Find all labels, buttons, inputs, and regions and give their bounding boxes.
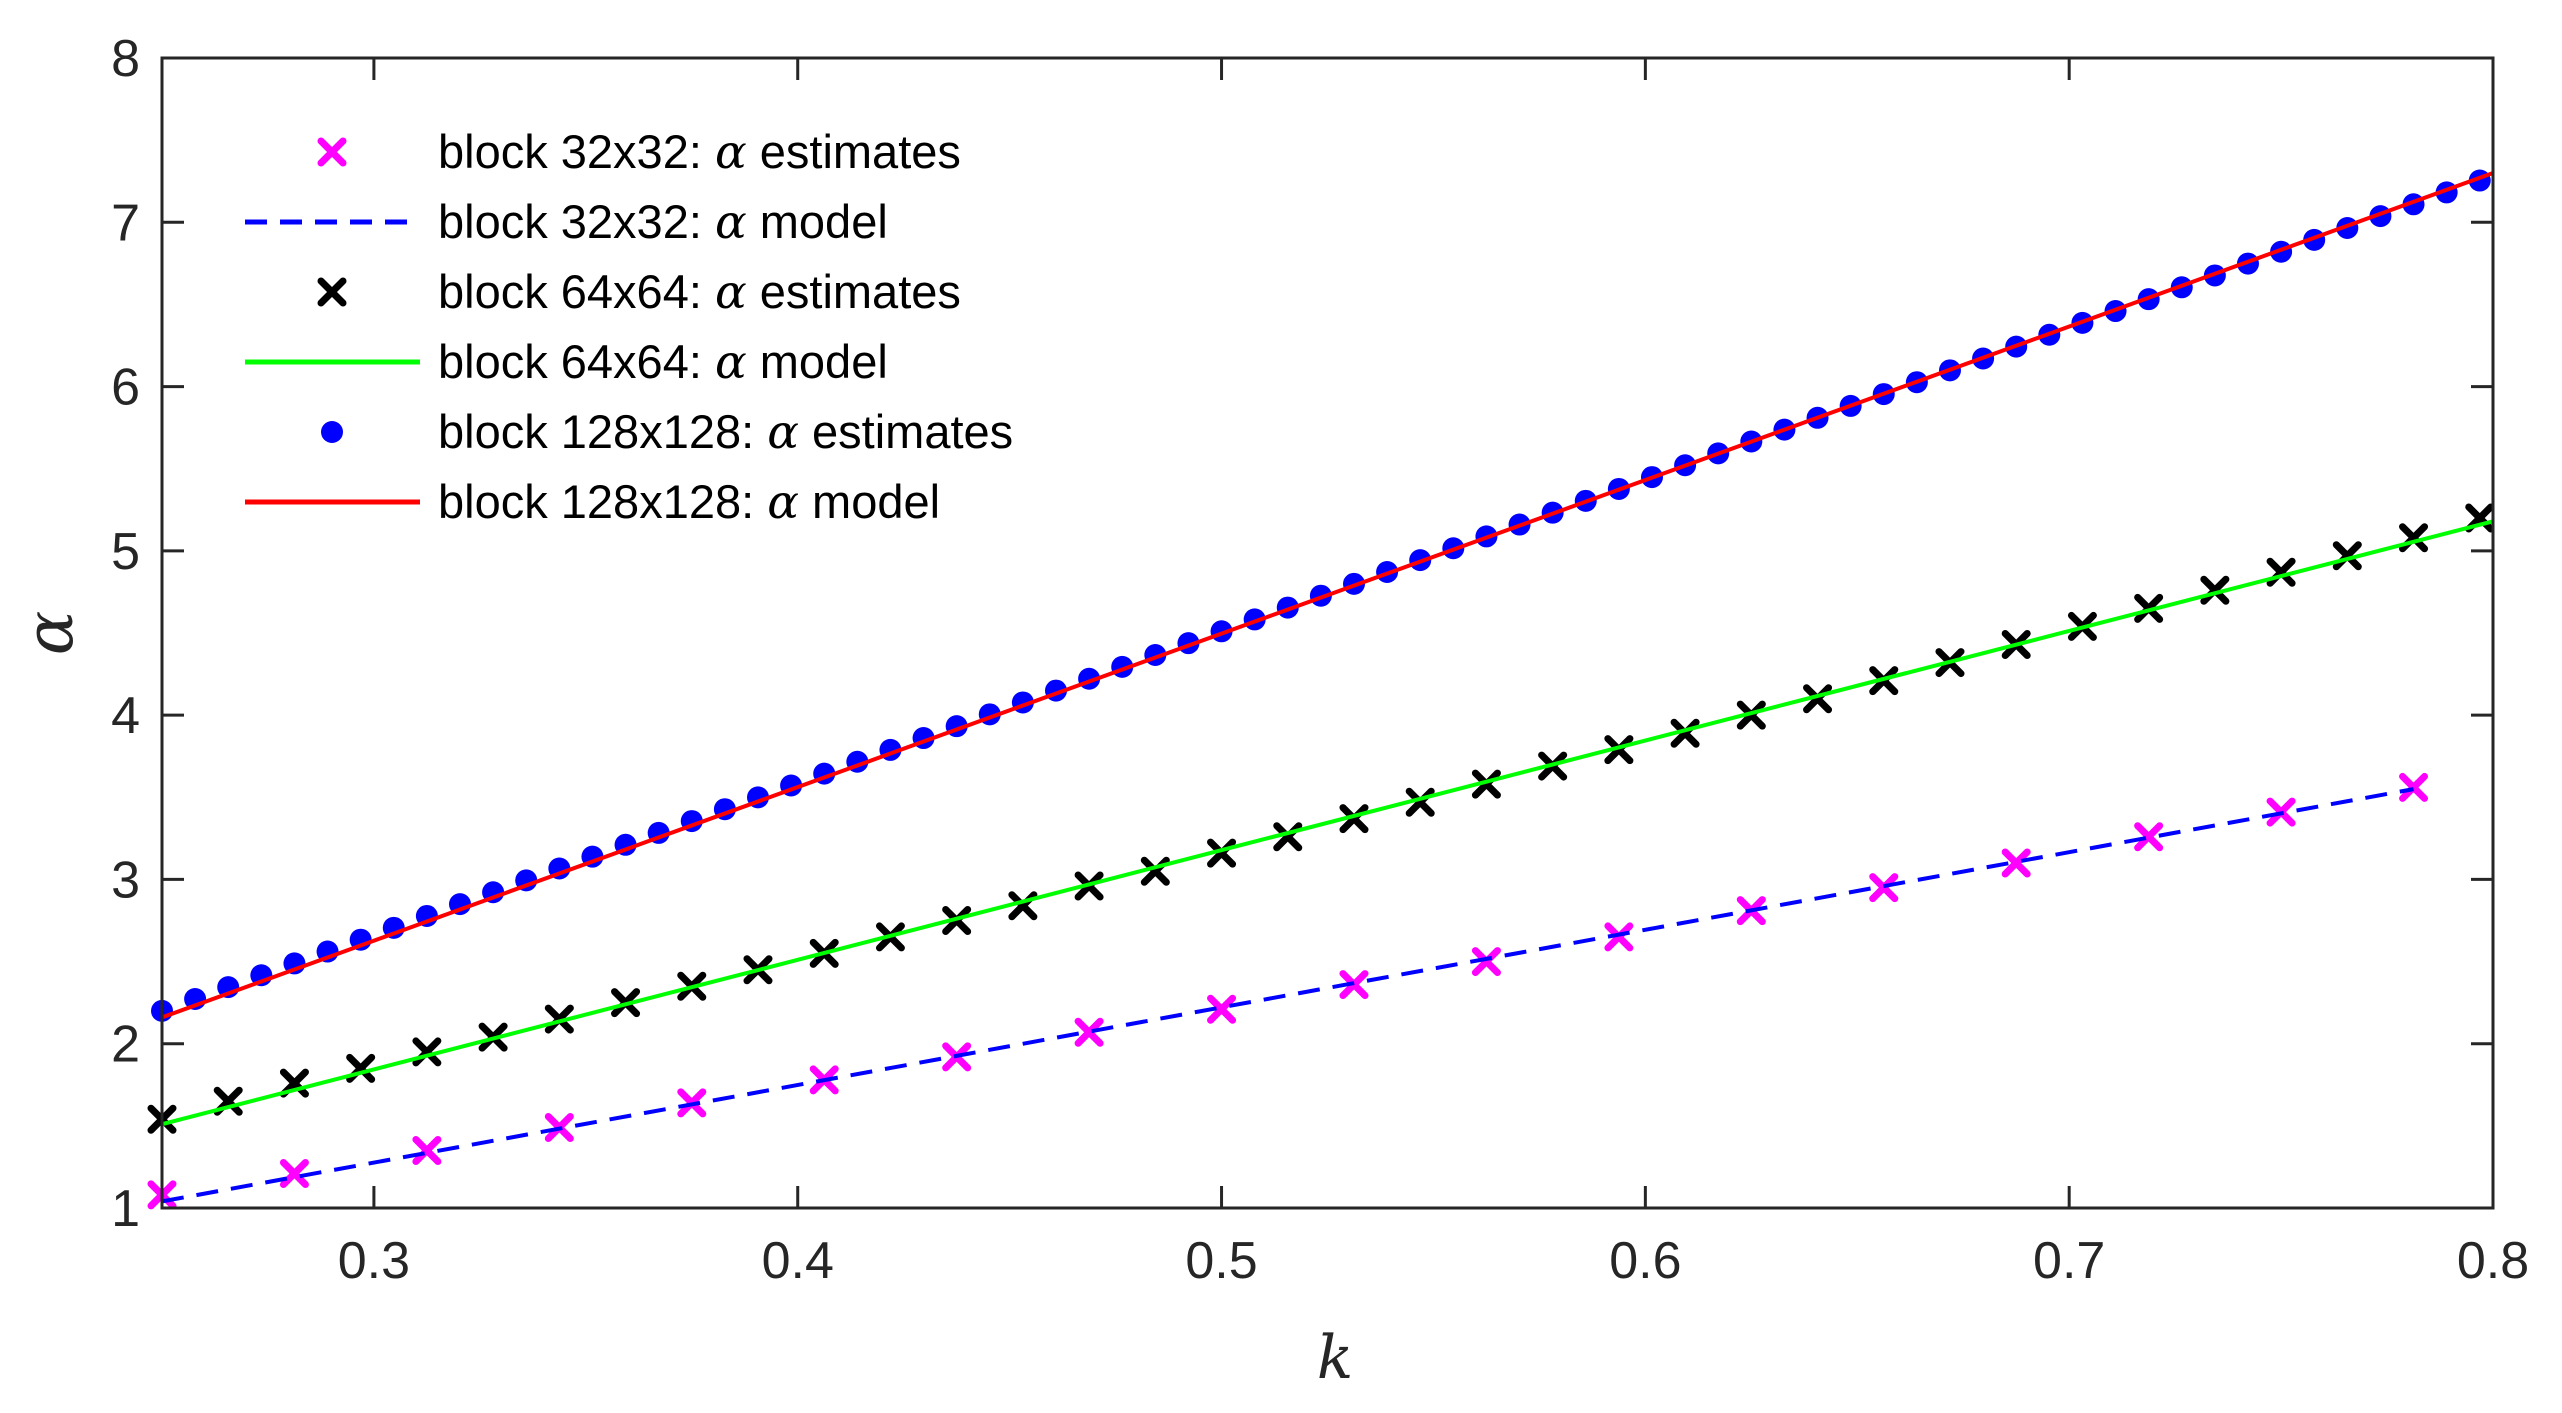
legend-label-suffix: estimates [747, 125, 961, 178]
x-marker-stroke [2134, 822, 2164, 852]
x-axis-title: k [1317, 1323, 1353, 1393]
data-point-x [1074, 1017, 1104, 1047]
data-point-x [1604, 922, 1634, 952]
legend-label-suffix: model [747, 335, 888, 388]
x-marker-stroke [1471, 947, 1501, 977]
legend-label-prefix: block 128x128: [438, 405, 767, 458]
data-point-x [2399, 772, 2429, 802]
legend-label-prefix: block 32x32: [438, 125, 715, 178]
x-marker-stroke [1604, 735, 1634, 765]
data-point-x [1471, 947, 1501, 977]
x-marker-stroke [2399, 772, 2429, 802]
series-3 [161, 519, 2494, 1127]
legend-label-alpha: α [715, 265, 747, 320]
x-marker-stroke [1803, 684, 1833, 714]
x-tick-label: 0.8 [2457, 1232, 2529, 1290]
x-marker-stroke [2332, 541, 2362, 571]
legend-label-suffix: estimates [799, 405, 1013, 458]
legend-item: block 128x128: α model [245, 475, 940, 530]
x-marker-stroke [1604, 922, 1634, 952]
legend-label: block 128x128: α estimates [438, 405, 1013, 460]
y-tick-label: 2 [111, 1016, 140, 1074]
legend-item: block 64x64: α model [245, 335, 888, 390]
series-layer [147, 169, 2495, 1210]
y-tick-label: 1 [111, 1180, 140, 1238]
legend-label-prefix: block 32x32: [438, 195, 715, 248]
y-tick-label: 8 [111, 30, 140, 88]
tick-layer: 0.3 0.4 0.5 0.6 0.7 0.8 1 2 3 4 5 6 7 8 [111, 30, 2529, 1290]
data-point-x [1207, 838, 1237, 868]
legend-label-prefix: block 64x64: [438, 335, 715, 388]
x-marker-stroke [2200, 575, 2230, 605]
legend-label-alpha: α [767, 405, 799, 460]
data-point-x [1803, 684, 1833, 714]
series-line [161, 787, 2414, 1204]
data-point-x [2200, 575, 2230, 605]
legend-item: block 128x128: α estimates [321, 405, 1013, 460]
x-tick-label: 0.3 [338, 1232, 410, 1290]
legend-label-prefix: block 64x64: [438, 265, 715, 318]
legend-label-suffix: estimates [747, 265, 961, 318]
x-marker-stroke [1471, 769, 1501, 799]
series-5 [161, 171, 2494, 1020]
legend-label-alpha: α [715, 335, 747, 390]
legend-label-alpha: α [767, 475, 799, 530]
x-marker-stroke [412, 1136, 442, 1165]
x-marker-stroke [1207, 838, 1237, 868]
legend-label: block 32x32: α estimates [438, 125, 961, 180]
legend-item: block 32x32: α model [245, 195, 888, 250]
y-tick-label: 5 [111, 523, 140, 581]
legend-label: block 32x32: α model [438, 195, 888, 250]
series-line [161, 519, 2494, 1127]
data-point-x [1339, 804, 1369, 834]
legend-label-alpha: α [715, 125, 747, 180]
data-point-x [1471, 769, 1501, 799]
x-marker-stroke [1074, 1017, 1104, 1047]
plot-frame [160, 56, 2495, 1210]
data-point-x [1604, 735, 1634, 765]
x-tick-label: 0.5 [1185, 1232, 1257, 1290]
x-marker-stroke [2001, 848, 2031, 878]
x-tick-label: 0.7 [2033, 1232, 2105, 1290]
data-point-x [544, 1004, 574, 1034]
x-marker-stroke [1339, 804, 1369, 834]
y-tick-label: 6 [111, 359, 140, 417]
series-line [161, 171, 2494, 1020]
x-marker-stroke [317, 277, 347, 307]
x-marker-stroke [1670, 718, 1700, 748]
x-tick-label: 0.4 [762, 1232, 834, 1290]
x-marker-stroke [317, 137, 347, 167]
legend-item: block 64x64: α estimates [317, 265, 961, 320]
y-tick-label: 3 [111, 851, 140, 909]
data-point-x [279, 1159, 309, 1188]
legend-item: block 32x32: α estimates [317, 125, 961, 180]
x-marker-stroke [1207, 994, 1237, 1024]
data-point-x [2001, 848, 2031, 878]
y-tick-label: 7 [111, 194, 140, 252]
y-tick-label: 4 [111, 687, 140, 745]
legend-swatch-dot [321, 421, 343, 443]
legend-swatch-x [317, 277, 347, 307]
data-point-x [1670, 718, 1700, 748]
legend-label-suffix: model [799, 475, 940, 528]
legend-label-prefix: block 128x128: [438, 475, 767, 528]
legend-label-suffix: model [747, 195, 888, 248]
data-point-x [2332, 541, 2362, 571]
data-point-x [1207, 994, 1237, 1024]
legend-swatch-x [317, 137, 347, 167]
data-point-x [412, 1136, 442, 1165]
legend-label: block 128x128: α model [438, 475, 940, 530]
y-axis-title: α [11, 611, 88, 656]
series-1 [161, 787, 2414, 1204]
legend-label: block 64x64: α estimates [438, 265, 961, 320]
legend-label: block 64x64: α model [438, 335, 888, 390]
x-tick-label: 0.6 [1609, 1232, 1681, 1290]
x-marker-stroke [279, 1159, 309, 1188]
legend-label-alpha: α [715, 195, 747, 250]
x-marker-stroke [544, 1004, 574, 1034]
data-point-x [2134, 822, 2164, 852]
